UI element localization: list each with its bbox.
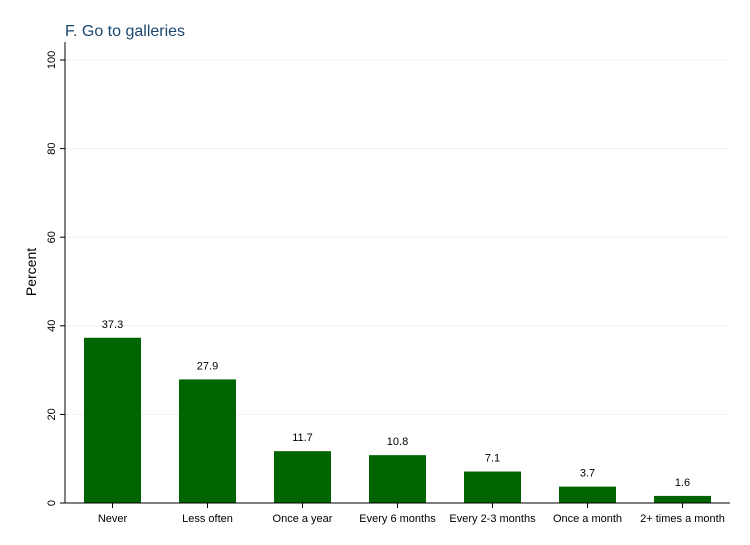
bar — [559, 486, 616, 503]
data-labels: 37.3 27.9 11.7 10.8 7.1 3.7 1.6 — [102, 319, 690, 489]
gridlines — [65, 59, 730, 415]
data-label: 27.9 — [197, 360, 218, 372]
x-tick-label: Once a month — [553, 513, 622, 525]
y-tick-label: 0 — [46, 500, 58, 506]
x-tick-label: Every 6 months — [359, 513, 436, 525]
x-tick-label: Never — [98, 513, 128, 525]
x-ticks: Never Less often Once a year Every 6 months… — [98, 503, 725, 525]
bars — [84, 337, 711, 503]
x-tick-label: Every 2-3 months — [449, 513, 536, 525]
data-label: 37.3 — [102, 319, 123, 331]
x-tick-label: Less often — [182, 513, 233, 525]
bar — [84, 337, 141, 503]
bar — [464, 471, 521, 503]
bar — [179, 379, 236, 503]
data-label: 11.7 — [292, 432, 313, 444]
bar — [369, 455, 426, 503]
data-label: 3.7 — [580, 468, 595, 480]
bar — [274, 451, 331, 503]
x-tick-label: Once a year — [273, 513, 333, 525]
y-tick-label: 20 — [46, 408, 58, 420]
bar — [654, 495, 711, 503]
chart-title: F. Go to galleries — [65, 23, 185, 40]
data-label: 1.6 — [675, 477, 690, 489]
y-tick-label: 40 — [46, 320, 58, 332]
x-tick-label: 2+ times a month — [640, 513, 725, 525]
y-tick-label: 80 — [46, 142, 58, 154]
y-ticks: 0 20 40 60 80 100 — [46, 51, 65, 506]
data-label: 7.1 — [485, 453, 500, 465]
data-label: 10.8 — [387, 436, 408, 448]
y-axis-label: Percent — [23, 248, 39, 296]
y-tick-label: 60 — [46, 231, 58, 243]
y-tick-label: 100 — [46, 51, 58, 69]
